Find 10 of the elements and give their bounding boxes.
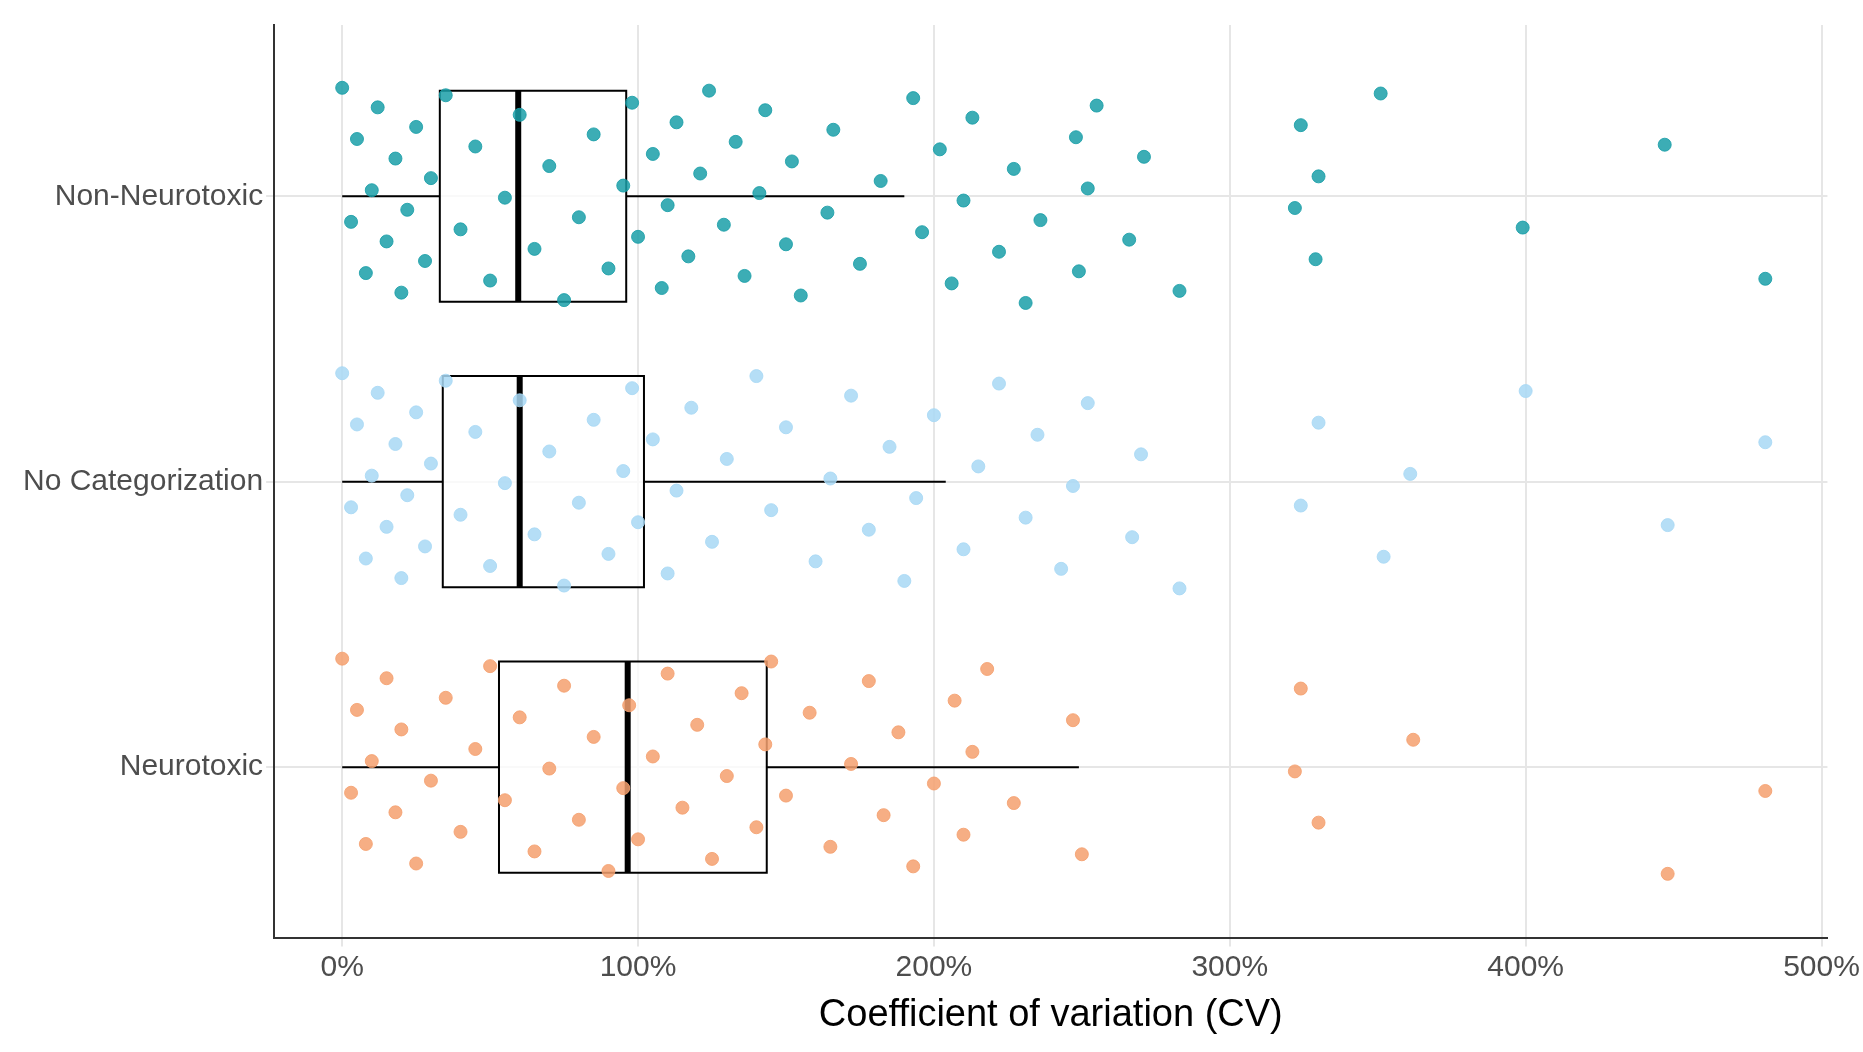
x-axis-title: Coefficient of variation (CV) bbox=[818, 991, 1283, 1034]
x-tick-label: 300% bbox=[1191, 948, 1269, 982]
y-tick-label: No Categorization bbox=[22, 462, 264, 496]
x-tick-label: 400% bbox=[1487, 948, 1565, 982]
x-tick-label: 100% bbox=[599, 948, 677, 982]
x-tick-label: 500% bbox=[1783, 948, 1860, 982]
y-tick-label: Neurotoxic bbox=[119, 748, 264, 782]
x-tick-label: 0% bbox=[320, 948, 364, 982]
y-tick-label: Non-Neurotoxic bbox=[54, 177, 264, 211]
x-tick-label: 200% bbox=[895, 948, 973, 982]
